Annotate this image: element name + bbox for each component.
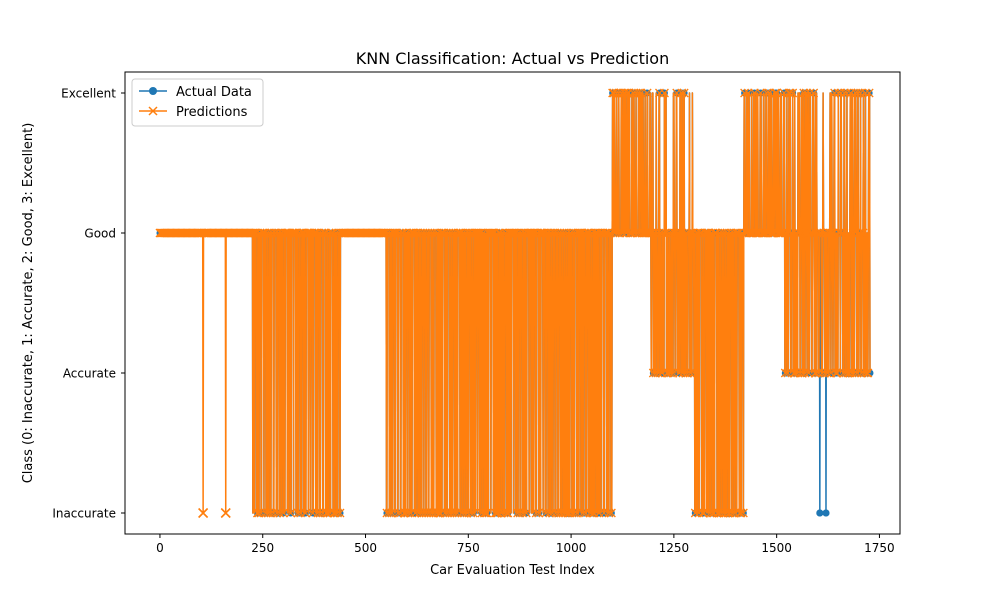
isolated-point xyxy=(822,509,830,517)
x-tick-label: 500 xyxy=(354,541,377,555)
series-predictions xyxy=(155,88,874,519)
y-axis-label: Class (0: Inaccurate, 1: Accurate, 2: Go… xyxy=(21,123,36,484)
y-tick-label: Excellent xyxy=(61,87,116,101)
legend-label-predictions: Predictions xyxy=(176,105,248,120)
isolated-point xyxy=(198,507,209,519)
y-tick-label: Inaccurate xyxy=(52,507,116,521)
x-tick-label: 1750 xyxy=(864,541,895,555)
legend-entry-actual: Actual Data xyxy=(139,85,252,100)
legend-entry-predictions: Predictions xyxy=(139,105,248,120)
x-tick-label: 250 xyxy=(251,541,274,555)
chart-title: KNN Classification: Actual vs Prediction xyxy=(356,49,669,68)
x-markers xyxy=(155,88,874,518)
isolated-point xyxy=(220,507,231,519)
legend-label-actual: Actual Data xyxy=(176,85,252,100)
axes-frame xyxy=(124,71,901,535)
x-axis: 0 250 500 750 1000 1250 1500 1750 xyxy=(156,534,895,555)
legend-marker-x xyxy=(148,106,158,116)
x-tick-label: 1500 xyxy=(761,541,792,555)
y-tick-label: Accurate xyxy=(63,367,116,381)
x-tick-label: 750 xyxy=(457,541,480,555)
y-tick-label: Good xyxy=(84,227,116,241)
x-tick-label: 1250 xyxy=(659,541,690,555)
legend: Actual Data Predictions xyxy=(131,78,264,127)
x-tick-label: 0 xyxy=(156,541,164,555)
x-axis-label: Car Evaluation Test Index xyxy=(430,563,595,578)
legend-marker-circle xyxy=(149,87,157,95)
x-tick-label: 1000 xyxy=(556,541,587,555)
y-axis: Inaccurate Accurate Good Excellent xyxy=(52,87,125,521)
isolated-point xyxy=(816,509,824,517)
plot-area xyxy=(155,88,874,519)
